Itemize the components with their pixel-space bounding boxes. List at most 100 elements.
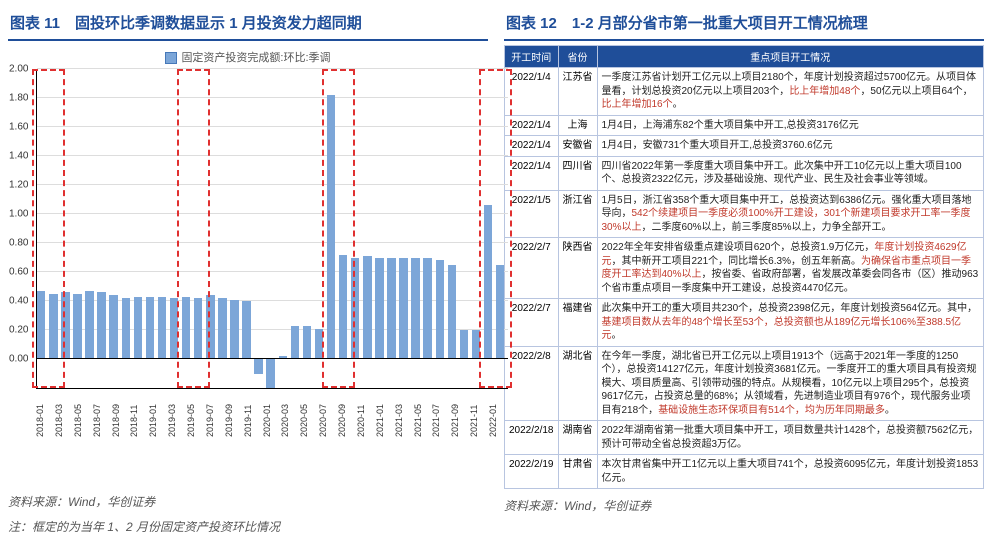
highlight-box [32,69,65,388]
bar [423,258,431,360]
cell-date: 2022/2/18 [505,421,559,455]
left-panel: 图表 11 固投环比季调数据显示 1 月投资发力超同期 固定资产投资完成额:环比… [8,8,488,535]
bar [158,297,166,359]
cell-province: 安徽省 [558,136,597,157]
bar [411,258,419,360]
xtick-label: 2018-03 [55,389,74,437]
cell-desc: 2022年湖南省第一批重大项目集中开工，项目数量共计1428个，总投资额7562… [597,421,984,455]
bar [134,297,142,359]
xtick-label: 2021-03 [395,389,414,437]
chart-xlabels: 2018-012018-032018-052018-072018-092018-… [36,389,508,437]
bar [218,298,226,359]
xtick-label: 2020-05 [300,389,319,437]
cell-desc: 1月5日，浙江省358个重大项目集中开工，总投资达到6386亿元。强化重大项目落… [597,190,984,238]
bar [303,326,311,359]
xtick-label: 2019-01 [149,389,168,437]
chart-container: 固定资产投资完成额:环比:季调 0.000.200.400.600.801.00… [8,41,488,485]
xtick-label: 2020-01 [263,389,282,437]
xtick-label: 2021-11 [470,389,489,437]
table-row: 2022/1/4江苏省一季度江苏省计划开工亿元以上项目2180个，年度计划投资超… [505,68,984,116]
cell-date: 2022/1/4 [505,156,559,190]
cell-date: 2022/1/4 [505,68,559,116]
cell-desc: 四川省2022年第一季度重大项目集中开工。此次集中开工10亿元以上重大项目100… [597,156,984,190]
cell-desc: 本次甘肃省集中开工1亿元以上重大项目741个，总投资6095亿元，年度计划投资1… [597,455,984,489]
bar [109,295,117,359]
legend-swatch [165,52,177,64]
table-row: 2022/2/8湖北省在今年一季度，湖北省已开工亿元以上项目1913个（远高于2… [505,346,984,421]
xtick-label: 2021-07 [432,389,451,437]
cell-province: 湖南省 [558,421,597,455]
right-source: 资料来源：Wind，华创证券 [504,497,984,514]
cell-date: 2022/2/8 [505,346,559,421]
xtick-label: 2019-11 [244,389,263,437]
xtick-label: 2018-05 [74,389,93,437]
right-panel: 图表 12 1-2 月部分省市第一批重大项目开工情况梳理 开工时间省份重点项目开… [504,8,984,535]
cell-desc: 在今年一季度，湖北省已开工亿元以上项目1913个（远高于2021年一季度的125… [597,346,984,421]
right-title: 图表 12 1-2 月部分省市第一批重大项目开工情况梳理 [504,8,984,41]
cell-province: 陕西省 [558,238,597,299]
bar [254,359,262,374]
chart-legend: 固定资产投资完成额:环比:季调 [12,49,484,65]
cell-province: 甘肃省 [558,455,597,489]
cell-desc: 1月4日，安徽731个重大项目开工,总投资3760.6亿元 [597,136,984,157]
highlight-box [322,69,355,388]
bar [266,359,274,388]
table-row: 2022/2/7福建省此次集中开工的重大项目共230个，总投资2398亿元，年度… [505,299,984,347]
xtick-label: 2021-05 [414,389,433,437]
highlight-box [479,69,512,388]
cell-date: 2022/1/5 [505,190,559,238]
cell-desc: 此次集中开工的重大项目共230个，总投资2398亿元，年度计划投资564亿元。其… [597,299,984,347]
highlight-box [177,69,210,388]
cell-desc: 2022年全年安排省级重点建设项目620个，总投资1.9万亿元，年度计划投资46… [597,238,984,299]
xtick-label: 2020-07 [319,389,338,437]
cell-desc: 一季度江苏省计划开工亿元以上项目2180个，年度计划投资超过5700亿元。从项目… [597,68,984,116]
table-row: 2022/2/7陕西省2022年全年安排省级重点建设项目620个，总投资1.9万… [505,238,984,299]
xtick-label: 2020-03 [281,389,300,437]
xtick-label: 2020-09 [338,389,357,437]
xtick-label: 2022-01 [489,389,508,437]
cell-province: 上海 [558,115,597,136]
xtick-label: 2018-01 [36,389,55,437]
table-row: 2022/2/18湖南省2022年湖南省第一批重大项目集中开工，项目数量共计14… [505,421,984,455]
xtick-label: 2019-05 [187,389,206,437]
bar [399,258,407,360]
cell-province: 四川省 [558,156,597,190]
xtick-label: 2021-09 [451,389,470,437]
cell-date: 2022/2/7 [505,299,559,347]
table-row: 2022/2/19甘肃省本次甘肃省集中开工1亿元以上重大项目741个，总投资60… [505,455,984,489]
cell-province: 浙江省 [558,190,597,238]
xtick-label: 2019-09 [225,389,244,437]
table-row: 2022/1/4上海1月4日，上海浦东82个重大项目集中开工,总投资3176亿元 [505,115,984,136]
cell-province: 湖北省 [558,346,597,421]
bar [363,256,371,359]
bar [73,294,81,359]
bar [146,297,154,359]
table-row: 2022/1/4安徽省1月4日，安徽731个重大项目开工,总投资3760.6亿元 [505,136,984,157]
xtick-label: 2018-09 [112,389,131,437]
cell-date: 2022/2/19 [505,455,559,489]
bar [85,291,93,359]
xtick-label: 2018-07 [93,389,112,437]
cell-date: 2022/2/7 [505,238,559,299]
bar [230,300,238,359]
bar [122,298,130,359]
bar [387,258,395,360]
xtick-label: 2019-07 [206,389,225,437]
xtick-label: 2018-11 [130,389,149,437]
xtick-label: 2019-03 [168,389,187,437]
projects-table: 开工时间省份重点项目开工情况 2022/1/4江苏省一季度江苏省计划开工亿元以上… [504,45,984,489]
left-source: 资料来源：Wind，华创证券 [8,493,488,510]
bar [460,330,468,359]
table-header: 省份 [558,46,597,68]
bar [291,326,299,359]
chart-plot: 0.000.200.400.600.801.001.201.401.601.80… [36,69,508,389]
xtick-label: 2020-11 [357,389,376,437]
table-row: 2022/1/5浙江省1月5日，浙江省358个重大项目集中开工，总投资达到638… [505,190,984,238]
bar [375,258,383,360]
cell-province: 福建省 [558,299,597,347]
xtick-label: 2021-01 [376,389,395,437]
cell-date: 2022/1/4 [505,115,559,136]
cell-date: 2022/1/4 [505,136,559,157]
cell-province: 江苏省 [558,68,597,116]
left-title: 图表 11 固投环比季调数据显示 1 月投资发力超同期 [8,8,488,41]
